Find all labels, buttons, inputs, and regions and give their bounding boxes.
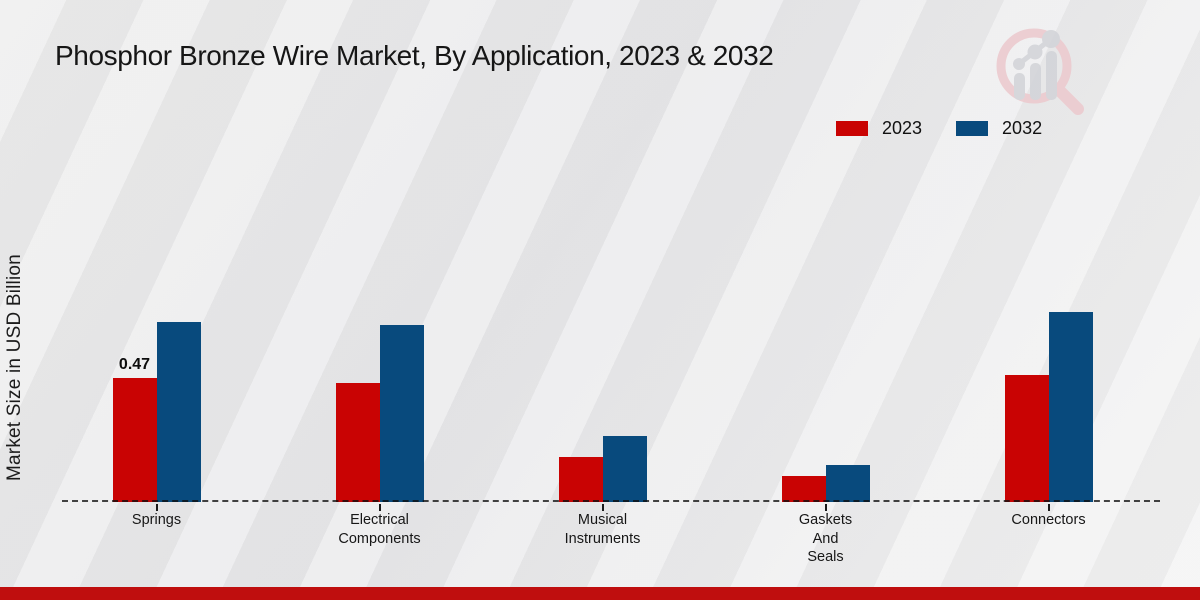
axis-tick [155, 504, 158, 511]
legend-item-2032: 2032 [956, 118, 1042, 139]
plot-area: 0.47 Springs Electrical Components Musical … [45, 150, 1160, 565]
legend-label-2023: 2023 [882, 118, 923, 138]
legend-swatch-2023 [836, 121, 868, 136]
legend-item-2023: 2023 [836, 118, 922, 139]
bar-2023 [781, 476, 826, 502]
category-label: Electrical Components [338, 512, 421, 547]
bar-2032 [602, 436, 647, 502]
footer-accent-bar [0, 587, 1200, 600]
bar-2032 [379, 325, 424, 502]
bar-value-label: 0.47 [118, 356, 151, 373]
category-group: Musical Instruments [491, 150, 714, 547]
bar-pair [937, 150, 1160, 502]
category-group: Electrical Components [268, 150, 491, 547]
bar-pair: 0.47 [45, 150, 268, 502]
category-group: 0.47 Springs [45, 150, 268, 528]
category-label: Connectors [1011, 512, 1086, 528]
bar-2023 [558, 457, 603, 502]
magnifier-bar-chart-logo-icon [996, 28, 1084, 115]
category-label: Musical Instruments [564, 512, 641, 547]
category-label: Springs [131, 512, 182, 528]
bar-pair [491, 150, 714, 502]
bar-2023 [1004, 375, 1049, 502]
bar-2032 [1048, 312, 1093, 502]
legend-swatch-2032 [956, 121, 989, 136]
category-group: Gaskets And Seals [714, 150, 937, 565]
chart-title: Phosphor Bronze Wire Market, By Applicat… [55, 40, 774, 71]
bar-2023: 0.47 [112, 356, 157, 502]
axis-tick [601, 504, 604, 511]
bar-2023 [335, 383, 380, 502]
bar-2032 [156, 322, 201, 502]
category-group: Connectors [937, 150, 1160, 528]
bar-pair [714, 150, 937, 502]
legend-label-2032: 2032 [1002, 118, 1043, 138]
y-axis-label: Market Size in USD Billion [4, 254, 25, 481]
axis-tick [1047, 504, 1050, 511]
axis-tick [824, 504, 827, 511]
bar-2032 [825, 465, 870, 502]
legend: 2023 2032 [836, 118, 1042, 139]
bar-pair [268, 150, 491, 502]
axis-tick [378, 504, 381, 511]
category-label: Gaskets And Seals [798, 512, 853, 565]
